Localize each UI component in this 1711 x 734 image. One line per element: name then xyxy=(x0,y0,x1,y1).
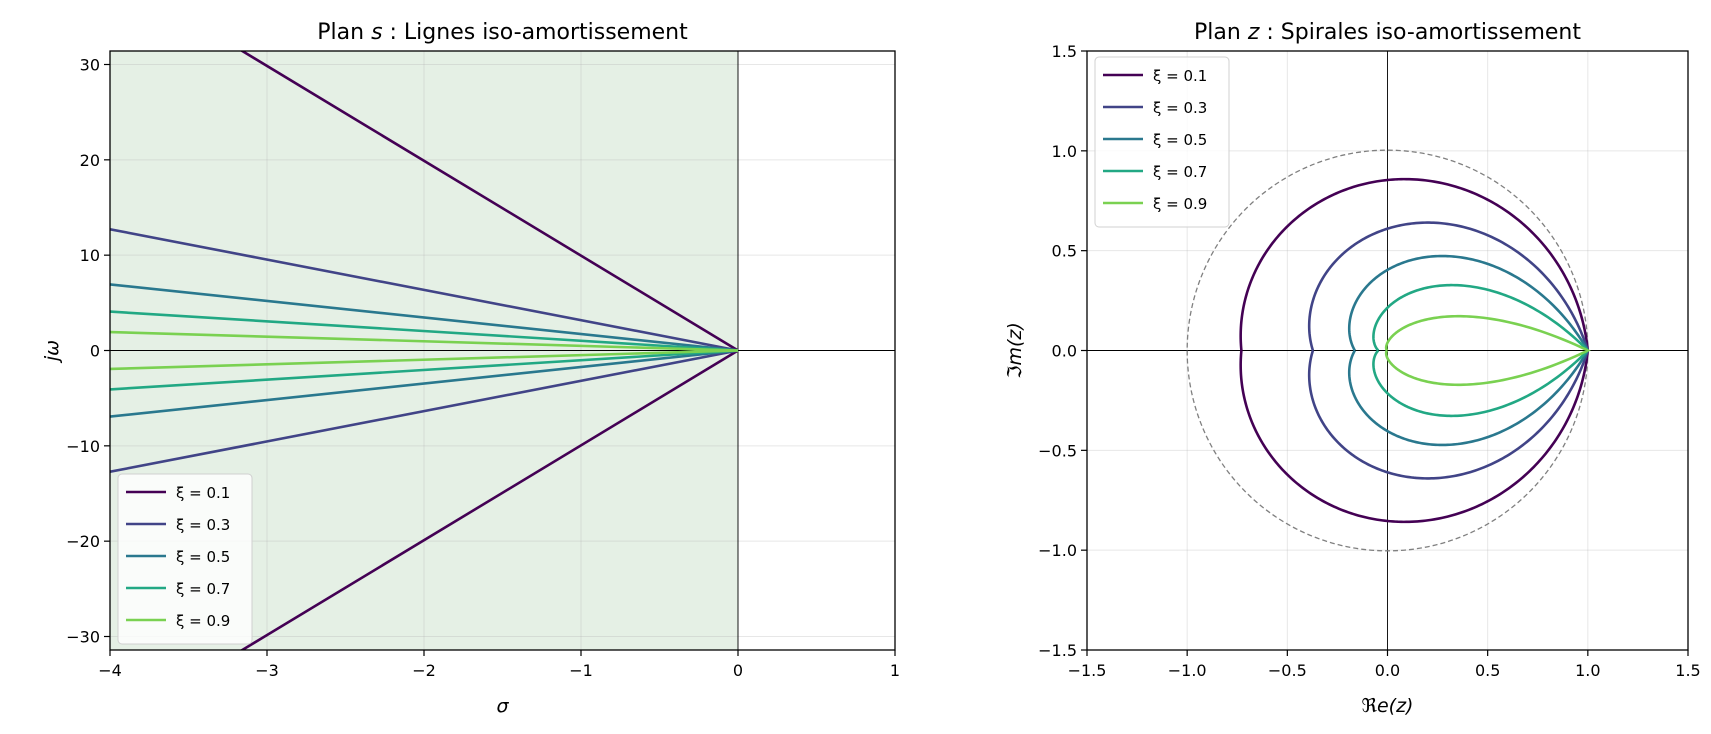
x-tick-label: −1.0 xyxy=(1168,661,1207,680)
x-tick-label: 1.0 xyxy=(1575,661,1600,680)
x-tick-label: −3 xyxy=(255,661,279,680)
x-axis-label: ℜe(z) xyxy=(1362,695,1414,717)
title-prefix: Plan xyxy=(1194,20,1248,45)
y-tick-label: 0.5 xyxy=(1052,242,1077,261)
y-tick-label: −0.5 xyxy=(1038,441,1077,460)
legend-label: ξ = 0.1 xyxy=(1153,67,1207,85)
x-tick-label: 1.5 xyxy=(1675,661,1700,680)
y-tick-label: −1.0 xyxy=(1038,541,1077,560)
legend: ξ = 0.1 ξ = 0.3 ξ = 0.5 ξ = 0.7 ξ = 0.9 xyxy=(1094,56,1230,228)
y-tick-label: −20 xyxy=(66,532,100,551)
y-tick-label: 20 xyxy=(80,151,100,170)
legend-label: ξ = 0.9 xyxy=(176,612,230,630)
x-tick-label: −1 xyxy=(569,661,593,680)
legend-label: ξ = 0.5 xyxy=(1153,131,1207,149)
title-suffix: : Lignes iso-amortissement xyxy=(383,20,689,45)
y-axis-label: jω xyxy=(41,340,63,364)
legend-label: ξ = 0.7 xyxy=(1153,163,1207,181)
x-axis-label: σ xyxy=(496,695,509,717)
legend-box xyxy=(1094,56,1230,228)
iso-damping-line-lower xyxy=(110,349,739,474)
x-tick-label: −0.5 xyxy=(1268,661,1307,680)
iso-damping-line-lower xyxy=(110,349,739,371)
title-prefix: Plan xyxy=(317,20,371,45)
title-variable: s xyxy=(371,20,382,45)
y-tick-label: −30 xyxy=(66,628,100,647)
y-tick-label: 1.0 xyxy=(1052,142,1077,161)
title-suffix: : Spirales iso-amortissement xyxy=(1259,20,1581,45)
axes-frame xyxy=(1086,50,1689,651)
iso-damping-line-upper xyxy=(110,330,739,352)
iso-damping-line-lower xyxy=(110,349,739,418)
iso-damping-spiral xyxy=(1384,314,1591,387)
x-tick-label: −2 xyxy=(412,661,436,680)
y-tick-label: 0 xyxy=(90,342,100,361)
iso-damping-line-lower xyxy=(110,349,739,391)
legend-label: ξ = 0.3 xyxy=(1153,99,1207,117)
chart-title: Plan z : Spirales iso-amortissement xyxy=(1194,20,1581,45)
legend-box xyxy=(117,473,253,645)
x-tick-label: −4 xyxy=(98,661,122,680)
x-tick-label: 0 xyxy=(733,661,743,680)
iso-damping-line-lower xyxy=(239,349,739,650)
legend-label: ξ = 0.7 xyxy=(176,580,230,598)
x-tick-label: 0.5 xyxy=(1475,661,1500,680)
x-tick-label: −1.5 xyxy=(1068,661,1107,680)
title-variable: z xyxy=(1247,20,1260,45)
legend-label: ξ = 0.9 xyxy=(1153,195,1207,213)
iso-damping-line-upper xyxy=(110,283,739,352)
iso-damping-line-upper xyxy=(110,227,739,352)
y-tick-label: 30 xyxy=(80,55,100,74)
chart-title: Plan s : Lignes iso-amortissement xyxy=(317,20,688,45)
z-plane-chart: −1.5 −1.0 −0.5 0.0 0.5 1.0 1.5 −1.5 −1.0 −0.5 0.0 0… xyxy=(1004,20,1701,717)
legend: ξ = 0.1 ξ = 0.3 ξ = 0.5 ξ = 0.7 ξ = 0.9 xyxy=(117,473,253,645)
iso-damping-line-upper xyxy=(239,51,739,352)
y-axis-label: ℑm(z) xyxy=(1004,322,1026,379)
y-tick-label: −10 xyxy=(66,437,100,456)
iso-damping-line-upper xyxy=(110,310,739,352)
axes-frame xyxy=(109,50,896,651)
plot-area xyxy=(1087,51,1688,650)
x-tick-label: 0.0 xyxy=(1375,661,1400,680)
legend-label: ξ = 0.1 xyxy=(176,484,230,502)
legend-label: ξ = 0.3 xyxy=(176,516,230,534)
x-tick-label: 1 xyxy=(890,661,900,680)
y-tick-label: 0.0 xyxy=(1052,342,1077,361)
y-tick-label: 1.5 xyxy=(1052,42,1077,61)
legend-label: ξ = 0.5 xyxy=(176,548,230,566)
y-tick-label: 10 xyxy=(80,246,100,265)
y-tick-label: −1.5 xyxy=(1038,641,1077,660)
